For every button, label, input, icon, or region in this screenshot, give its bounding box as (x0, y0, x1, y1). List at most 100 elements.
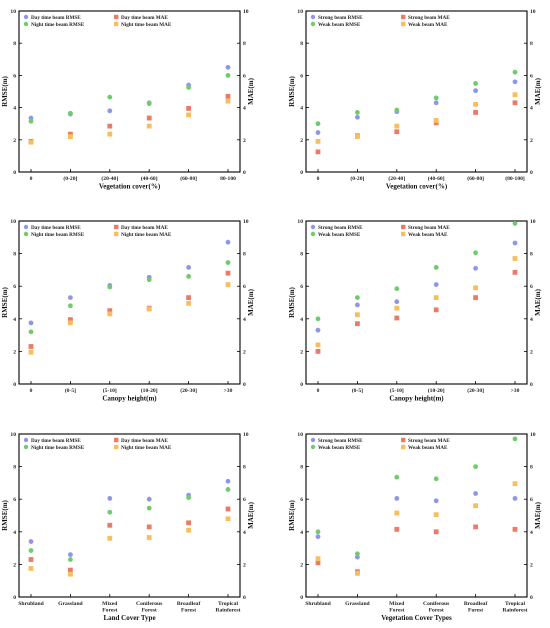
data-point-square (394, 510, 400, 516)
data-point-square (394, 123, 400, 129)
legend-marker (310, 14, 316, 20)
legend-label: Weak beam RMSE (318, 232, 361, 238)
data-point-square (315, 139, 321, 144)
data-point-square (68, 320, 73, 326)
legend-label: Day time beam RMSE (31, 15, 81, 21)
legend-label: Weak beam MAE (408, 22, 448, 28)
data-point-circle (355, 295, 360, 301)
x-tick-label: (5-10] (390, 387, 404, 394)
data-point-square (28, 349, 34, 355)
y2-tick-label: 10 (530, 9, 536, 15)
data-point-square (473, 295, 478, 301)
y-tick-label: 0 (300, 170, 303, 176)
x-tick-label: 0 (317, 388, 320, 394)
data-point-square (355, 312, 360, 318)
x-axis-title: Vegetation Cover Types (381, 614, 452, 622)
data-point-circle (512, 221, 518, 226)
data-point-square (512, 269, 518, 275)
data-point-circle (28, 548, 34, 553)
legend-marker (23, 231, 29, 237)
data-point-circle (315, 130, 321, 135)
y-axis-title: RMSE(m) (1, 286, 9, 317)
data-point-square (433, 295, 439, 301)
legend-label: Strong beam RMSE (318, 225, 363, 231)
plot-frame (305, 220, 528, 385)
data-point-square (68, 571, 73, 577)
data-point-square (146, 115, 152, 121)
y-tick-label: 10 (10, 9, 16, 15)
data-point-square (433, 512, 439, 518)
data-point-circle (473, 250, 478, 256)
data-point-circle (394, 107, 400, 113)
y2-tick-label: 0 (243, 595, 246, 601)
x-tick-label: (0-5] (65, 387, 76, 394)
legend-label: Day time beam MAE (121, 225, 168, 231)
data-point-circle (315, 529, 321, 535)
y-tick-label: 8 (300, 465, 303, 471)
x-tick-label: (20-40] (388, 175, 405, 182)
y2-tick-label: 10 (243, 9, 249, 15)
data-point-square (315, 349, 321, 354)
y-tick-label: 10 (297, 9, 303, 15)
y-tick-label: 0 (13, 595, 16, 601)
x-tick-label: (40-60] (141, 175, 158, 182)
data-point-square (146, 306, 152, 312)
legend-marker (23, 224, 29, 230)
data-point-circle (512, 495, 518, 501)
data-point-square (473, 524, 478, 530)
y2-tick-label: 2 (530, 562, 533, 568)
y2-tick-label: 6 (243, 284, 246, 290)
legend-marker (401, 224, 406, 230)
y2-tick-label: 0 (243, 382, 246, 388)
legend-marker (114, 231, 119, 237)
y2-tick-label: 4 (530, 317, 533, 323)
x-tick-label: 0 (30, 176, 33, 182)
x-tick-label: 80-100 (220, 176, 236, 182)
data-point-circle (394, 495, 400, 501)
data-point-circle (68, 552, 73, 558)
data-point-circle (394, 474, 400, 480)
legend-marker (310, 21, 316, 27)
data-point-square (512, 256, 518, 261)
y-tick-label: 2 (13, 562, 16, 568)
y2-tick-label: 2 (243, 349, 246, 355)
y-axis-title: RMSE(m) (1, 499, 9, 530)
legend-label: Day time beam RMSE (31, 225, 81, 231)
y2-tick-label: 2 (530, 349, 533, 355)
y2-tick-label: 10 (530, 432, 536, 438)
y-axis-title: RMSE(m) (1, 75, 9, 106)
y2-tick-label: 4 (530, 106, 533, 112)
data-point-circle (225, 73, 231, 78)
data-point-square (186, 106, 191, 111)
data-point-circle (433, 498, 439, 504)
y2-tick-label: 0 (530, 382, 533, 388)
x-tick-label: 0 (317, 176, 320, 182)
data-point-square (473, 503, 478, 509)
plot-frame (305, 433, 528, 598)
y2-axis-title: MAE(m) (534, 288, 542, 315)
data-point-circle (68, 295, 73, 301)
chart-panel-5: 0 0 2 2 4 4 6 6 8 8 10 10 Shrubland Grassland Mixed For… (1, 432, 255, 622)
data-point-circle (107, 495, 113, 501)
x-tick-label: Mixed Forest (102, 601, 118, 614)
y2-tick-label: 2 (243, 562, 246, 568)
data-point-circle (355, 551, 360, 557)
y2-tick-label: 0 (530, 595, 533, 601)
legend-marker (23, 437, 29, 443)
data-point-square (28, 566, 34, 571)
legend-label: Night time beam RMSE (31, 22, 85, 28)
y2-tick-label: 8 (243, 41, 246, 47)
y2-tick-label: 6 (530, 73, 533, 79)
y-tick-label: 2 (13, 138, 16, 144)
legend-marker (401, 21, 406, 27)
data-point-circle (512, 69, 518, 75)
data-point-square (107, 311, 113, 317)
data-point-circle (225, 64, 231, 70)
y2-axis-title: MAE(m) (247, 77, 255, 104)
data-point-circle (186, 274, 192, 279)
legend-marker (401, 231, 406, 237)
data-point-circle (146, 505, 152, 511)
data-point-circle (433, 265, 439, 270)
